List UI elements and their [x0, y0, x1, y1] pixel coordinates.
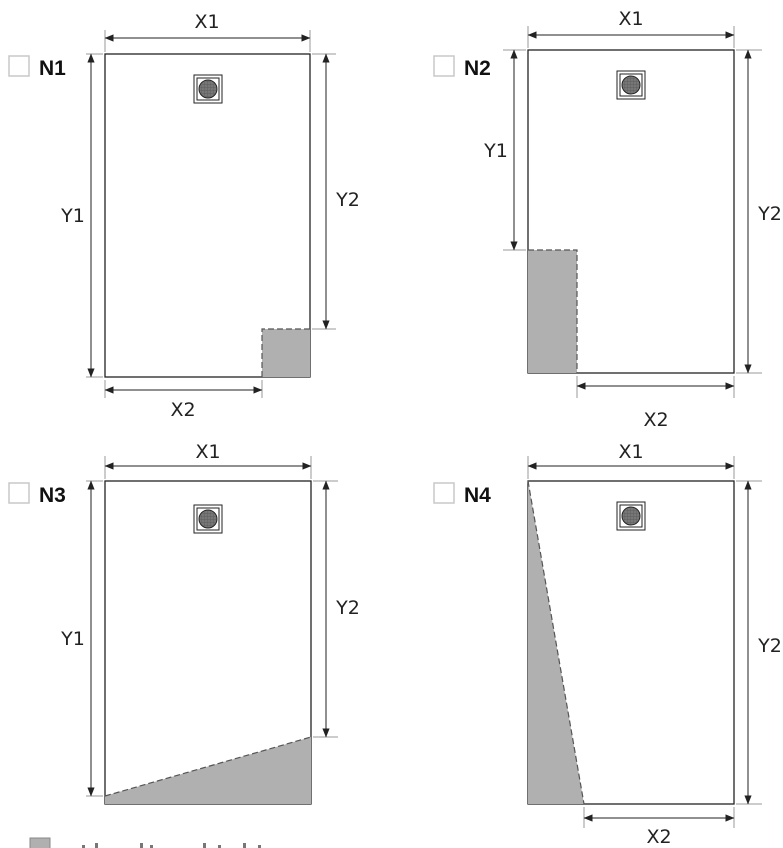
- y1-label: Y1: [60, 205, 85, 227]
- variant-n4: N4 X1 Y2 X2: [433, 441, 782, 848]
- panel-outline: [527, 49, 735, 374]
- cut-line: [528, 249, 578, 373]
- grid-circle-badge-icon: [616, 70, 646, 100]
- x2-label: X2: [170, 399, 195, 421]
- legend-swatch: [29, 837, 51, 848]
- checkbox-icon[interactable]: [8, 55, 30, 77]
- variant-n1: N1 X1 Y1 Y2 X2: [8, 11, 360, 421]
- y1-label: Y1: [483, 140, 508, 162]
- checkbox-icon[interactable]: [433, 55, 455, 77]
- cutout-area: [105, 737, 311, 804]
- checkbox-icon[interactable]: [8, 482, 30, 504]
- variant-label: N3: [39, 484, 66, 507]
- cut-line: [261, 328, 310, 377]
- panel-outline: [527, 480, 735, 805]
- x1-label: X1: [618, 441, 643, 463]
- variant-label: N4: [464, 484, 491, 507]
- x1-label: X1: [195, 441, 220, 463]
- variant-label: N1: [39, 57, 66, 80]
- y2-label: Y2: [335, 189, 360, 211]
- grid-circle-badge-icon: [616, 501, 646, 531]
- variant-n2: N2 X1 Y1 Y2 X2: [433, 8, 782, 431]
- x1-label: X1: [618, 8, 643, 30]
- cutout-area: [528, 250, 577, 373]
- x2-label: X2: [643, 409, 668, 431]
- legend-cutout: [29, 837, 261, 848]
- legend-text-fragment: [82, 843, 261, 848]
- cutout-area: [262, 329, 310, 377]
- x2-label: X2: [646, 826, 671, 848]
- cut-line: [527, 480, 585, 805]
- checkbox-icon[interactable]: [433, 482, 455, 504]
- x1-label: X1: [194, 11, 219, 33]
- y1-label: Y1: [60, 628, 85, 650]
- y2-label: Y2: [757, 203, 782, 225]
- y2-label: Y2: [757, 635, 782, 657]
- y2-label: Y2: [335, 597, 360, 619]
- variant-label: N2: [464, 57, 491, 80]
- variant-n3: N3 X1 Y1 Y2: [8, 441, 360, 805]
- grid-circle-badge-icon: [193, 504, 223, 534]
- panel-outline: [104, 53, 311, 378]
- grid-circle-badge-icon: [193, 74, 223, 104]
